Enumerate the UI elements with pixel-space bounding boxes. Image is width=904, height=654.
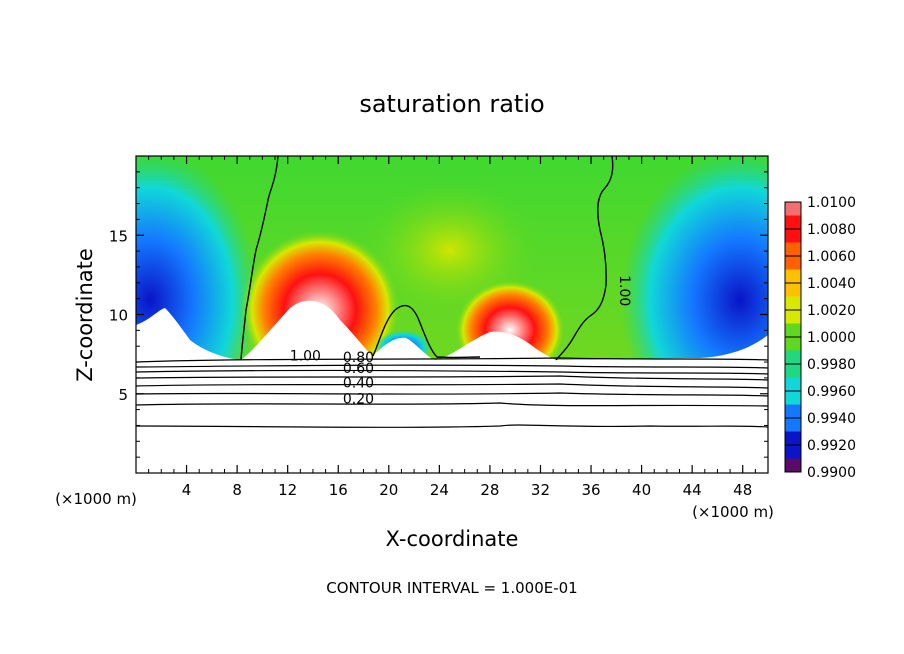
terrain-mask bbox=[136, 300, 768, 473]
x-tick-label: 48 bbox=[733, 481, 752, 499]
contour-1.00-right bbox=[555, 156, 614, 361]
y-axis-ticks: 5 10 15 bbox=[109, 171, 768, 458]
x-unit-left: (×1000 m) bbox=[55, 490, 137, 508]
y-tick-label: 10 bbox=[109, 307, 128, 325]
contour-ground-4 bbox=[136, 375, 768, 381]
x-tick-label: 28 bbox=[480, 481, 499, 499]
colorbar-label: 0.9960 bbox=[807, 384, 856, 400]
x-tick-label: 44 bbox=[683, 481, 702, 499]
contour-label: 0.20 bbox=[343, 391, 374, 407]
x-tick-label: 12 bbox=[278, 481, 297, 499]
contour-ground-7 bbox=[136, 402, 768, 407]
colorbar-label: 0.9940 bbox=[807, 411, 856, 427]
colorbar-swatch bbox=[785, 242, 801, 257]
x-axis-ticks: 4 8 12 16 20 24 28 32 36 40 44 48 bbox=[148, 156, 756, 499]
contour-label: 1.00 bbox=[290, 348, 321, 364]
x-unit-right: (×1000 m) bbox=[692, 503, 774, 521]
contour-label: 1.00 bbox=[616, 275, 632, 306]
colorbar-swatch bbox=[785, 350, 801, 365]
x-axis-label: X-coordinate bbox=[386, 527, 519, 551]
contour-labels: 1.00 1.00 0.800.600.400.20 bbox=[290, 275, 632, 407]
colorbar-label: 1.0000 bbox=[807, 330, 856, 346]
colorbar-label: 1.0100 bbox=[807, 195, 856, 211]
colorbar-swatch bbox=[785, 431, 801, 446]
y-tick-label: 15 bbox=[109, 227, 128, 245]
x-tick-label: 32 bbox=[531, 481, 550, 499]
colorbar-swatch bbox=[785, 337, 801, 351]
colorbar-swatch bbox=[785, 418, 801, 432]
contour-1.00-upper bbox=[240, 156, 279, 361]
x-tick-label: 40 bbox=[632, 481, 651, 499]
colorbar-swatch bbox=[785, 404, 801, 419]
colorbar-swatch bbox=[785, 310, 801, 324]
contour-ground-3 bbox=[136, 369, 768, 375]
x-tick-label: 24 bbox=[430, 481, 449, 499]
colorbar-swatch bbox=[785, 364, 801, 378]
x-tick-label: 16 bbox=[329, 481, 348, 499]
colorbar-swatch bbox=[785, 323, 801, 338]
contour-label: 0.60 bbox=[343, 361, 374, 377]
x-tick-label: 20 bbox=[379, 481, 398, 499]
y-tick-label: 5 bbox=[118, 386, 128, 404]
colorbar-swatch bbox=[785, 377, 801, 392]
colorbar-swatch bbox=[785, 296, 801, 311]
colorbar-label: 1.0080 bbox=[807, 222, 856, 238]
colorbar-label: 0.9920 bbox=[807, 438, 856, 454]
contour-1.00-middle bbox=[372, 304, 481, 359]
colorbar-label: 0.9980 bbox=[807, 357, 856, 373]
chart-title: saturation ratio bbox=[359, 90, 544, 118]
plot-area bbox=[136, 156, 768, 473]
contour-ground-2 bbox=[136, 364, 768, 369]
contour-label: 0.40 bbox=[343, 375, 374, 391]
contour-ground-1 bbox=[136, 357, 768, 363]
colorbar-label: 1.0040 bbox=[807, 276, 856, 292]
colorbar-label: 1.0060 bbox=[807, 249, 856, 265]
contour-ground-5 bbox=[136, 383, 768, 389]
colorbar-swatch bbox=[785, 269, 801, 284]
contour-interval-footer: CONTOUR INTERVAL = 1.000E-01 bbox=[326, 579, 577, 597]
colorbar-swatch bbox=[785, 202, 801, 216]
contour-ground-6 bbox=[136, 392, 768, 397]
colorbar-swatch bbox=[785, 283, 801, 297]
x-tick-label: 4 bbox=[182, 481, 192, 499]
colorbar-swatch bbox=[785, 256, 801, 270]
y-axis-label: Z-coordinate bbox=[73, 248, 97, 382]
colorbar-label: 0.9900 bbox=[807, 465, 856, 481]
contour-ground-8 bbox=[136, 424, 768, 428]
colorbar-label: 1.0020 bbox=[807, 303, 856, 319]
contour-label: 0.80 bbox=[343, 350, 374, 366]
colorbar-swatch bbox=[785, 391, 801, 405]
colorbar: 1.0100 1.0080 1.0060 1.0040 1.0020 1.0000 0.99… bbox=[784, 195, 856, 481]
colorbar-swatch bbox=[785, 215, 801, 230]
colorbar-swatch bbox=[785, 229, 801, 243]
colorbar-swatch bbox=[785, 458, 801, 473]
colorbar-swatch bbox=[785, 445, 801, 459]
x-tick-label: 36 bbox=[581, 481, 600, 499]
x-tick-label: 8 bbox=[232, 481, 242, 499]
